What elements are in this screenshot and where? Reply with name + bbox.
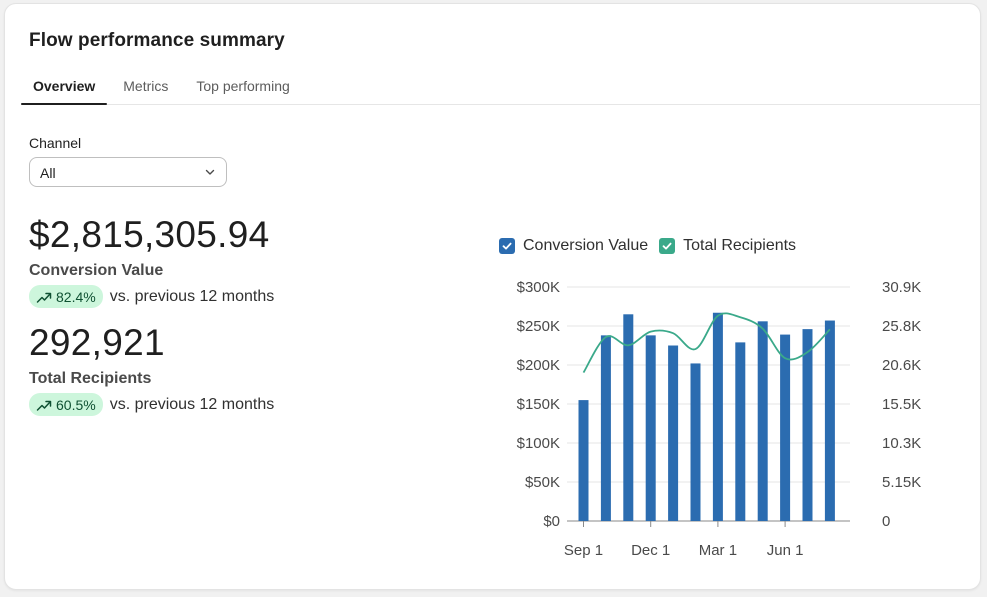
delta-comparison: vs. previous 12 months [109, 395, 275, 413]
tab-metrics[interactable]: Metrics [123, 78, 169, 94]
bar [802, 329, 813, 521]
performance-card: Flow performance summary Overview Metric… [4, 3, 981, 590]
x-tick-label: Dec 1 [631, 542, 670, 559]
x-tick-label: Jun 1 [767, 542, 804, 559]
chart-legend: Conversion Value Total Recipients [499, 237, 807, 255]
y-left-tick-label: $150K [517, 396, 560, 413]
chevron-down-icon [205, 169, 215, 175]
bar [824, 320, 835, 521]
bar [735, 342, 746, 521]
y-left-tick-label: $100K [517, 435, 560, 452]
y-right-tick-label: 25.8K [882, 318, 921, 335]
y-right-tick-label: 20.6K [882, 357, 921, 374]
bar [623, 314, 634, 521]
total-recipients-amount: 292,921 [29, 322, 165, 363]
y-right-tick-label: 10.3K [882, 435, 921, 452]
x-tick-label: Sep 1 [564, 542, 603, 559]
y-left-tick-label: $200K [517, 357, 560, 374]
y-right-tick-label: 30.9K [882, 279, 921, 296]
delta-comparison: vs. previous 12 months [109, 287, 275, 305]
channel-label: Channel [29, 135, 82, 151]
trend-up-icon [36, 292, 52, 303]
tab-overview[interactable]: Overview [21, 66, 108, 105]
performance-chart: $0 0 $50K 5.15K $100K 10.3K $150K 15.5K $200K 20.… [517, 279, 922, 559]
y-right-tick-label: 15.5K [882, 396, 921, 413]
bar [600, 335, 611, 521]
bar [757, 321, 768, 521]
conversion-value-amount: $2,815,305.94 [29, 214, 270, 255]
y-left-tick-label: $250K [517, 318, 560, 335]
bar [668, 345, 679, 521]
y-left-tick-label: $300K [517, 279, 560, 296]
page-title: Flow performance summary [29, 30, 285, 51]
y-right-tick-label: 0 [882, 513, 890, 530]
bar [645, 335, 656, 521]
legend-total-recipients[interactable]: Total Recipients [659, 237, 796, 255]
legend-conversion-value[interactable]: Conversion Value [499, 237, 648, 255]
bar [712, 312, 723, 521]
channel-select-value: All [40, 165, 56, 181]
checkbox-checked-icon [499, 238, 515, 254]
legend-label: Conversion Value [523, 237, 649, 254]
total-recipients-label: Total Recipients [29, 370, 152, 387]
delta-badge: 82.4% [29, 285, 103, 308]
conversion-value-delta: 82.4% vs. previous 12 months [29, 285, 274, 308]
x-tick-label: Mar 1 [699, 542, 737, 559]
y-left-tick-label: $0 [543, 513, 560, 530]
tab-bar: Overview Metrics Top performing [21, 66, 980, 105]
bar [780, 334, 791, 521]
recipients-line [582, 312, 831, 374]
y-left-tick-label: $50K [525, 474, 560, 491]
bar [578, 400, 589, 521]
delta-percent: 60.5% [56, 396, 96, 413]
checkbox-checked-icon [659, 238, 676, 254]
trend-up-icon [36, 400, 52, 411]
legend-label: Total Recipients [683, 237, 797, 254]
channel-select[interactable]: All [29, 157, 227, 187]
total-recipients-delta: 60.5% vs. previous 12 months [29, 393, 274, 416]
y-right-tick-label: 5.15K [882, 474, 921, 491]
bar [690, 363, 701, 521]
delta-badge: 60.5% [29, 393, 103, 416]
tab-top-performing[interactable]: Top performing [196, 78, 290, 94]
delta-percent: 82.4% [56, 288, 96, 305]
conversion-value-label: Conversion Value [29, 262, 164, 279]
